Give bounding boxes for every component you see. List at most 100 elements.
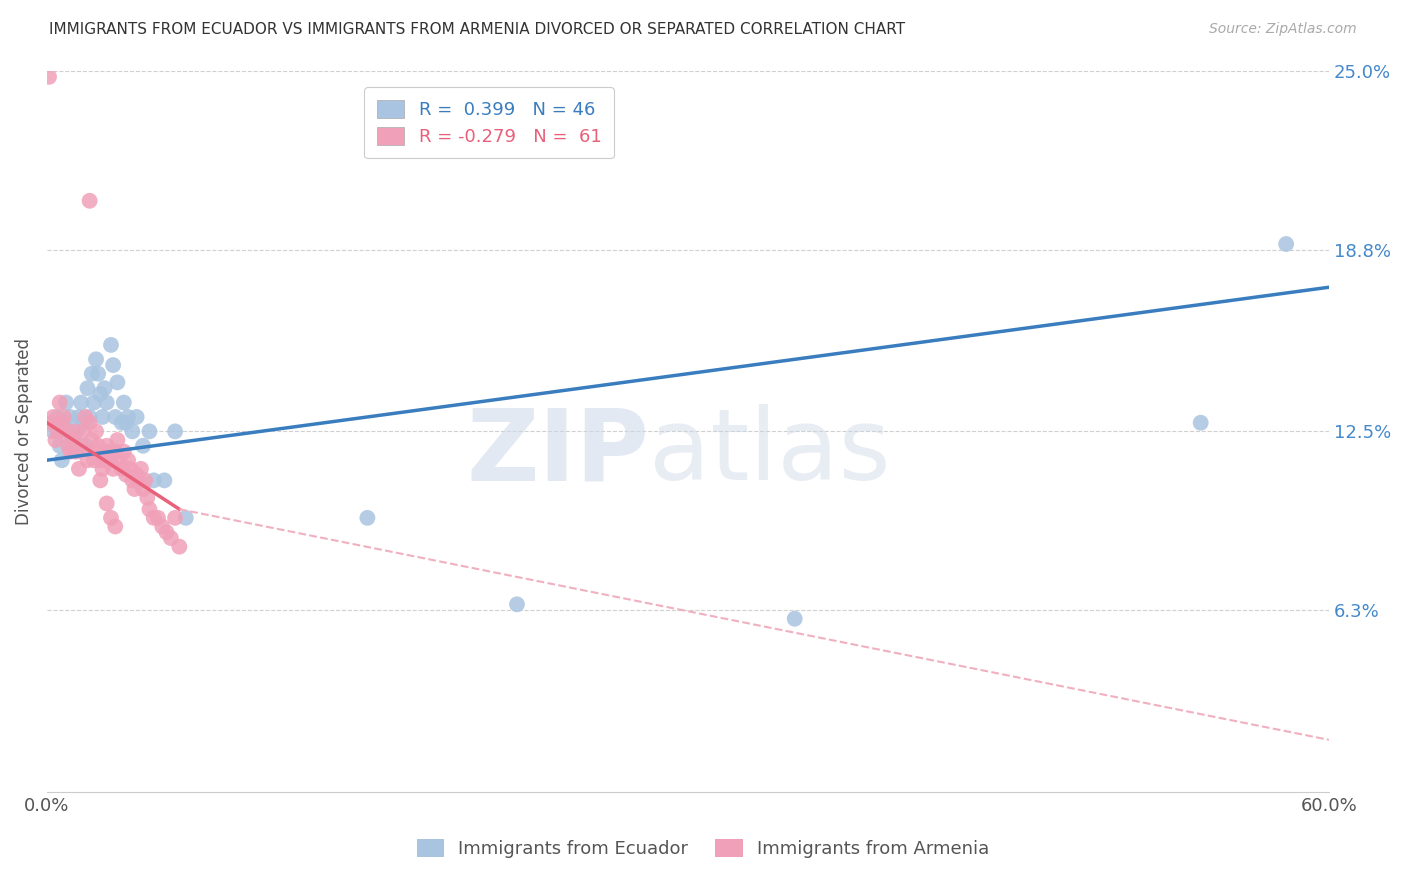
Point: [55, 425, 77, 439]
Point: [58, 439, 80, 453]
Point: [87, 367, 110, 381]
Point: [138, 425, 160, 439]
Point: [79, 409, 101, 424]
Point: [105, 376, 128, 390]
Point: [96, 439, 118, 453]
Point: [39, 416, 62, 430]
Point: [104, 409, 127, 424]
Point: [53, 416, 76, 430]
Point: [89, 387, 111, 401]
Point: [104, 519, 127, 533]
Point: [100, 338, 122, 352]
Point: [165, 425, 187, 439]
Point: [138, 502, 160, 516]
Point: [75, 439, 97, 453]
Point: [132, 439, 155, 453]
Point: [87, 439, 110, 453]
Point: [83, 444, 105, 458]
Point: [91, 409, 114, 424]
Point: [117, 453, 139, 467]
Point: [506, 598, 529, 612]
Point: [117, 409, 139, 424]
Point: [51, 453, 73, 467]
Point: [63, 444, 86, 458]
Point: [108, 453, 131, 467]
Point: [72, 425, 94, 439]
Point: [142, 511, 165, 525]
Point: [97, 444, 120, 458]
Point: [48, 395, 70, 409]
Legend: R =  0.399   N = 46, R = -0.279   N =  61: R = 0.399 N = 46, R = -0.279 N = 61: [364, 87, 614, 159]
Point: [48, 439, 70, 453]
Point: [75, 409, 97, 424]
Point: [76, 453, 98, 467]
Point: [1189, 416, 1212, 430]
Text: Source: ZipAtlas.com: Source: ZipAtlas.com: [1209, 22, 1357, 37]
Point: [1275, 237, 1298, 252]
Point: [112, 444, 135, 458]
Point: [80, 433, 103, 447]
Legend: Immigrants from Ecuador, Immigrants from Armenia: Immigrants from Ecuador, Immigrants from…: [408, 830, 998, 867]
Point: [96, 496, 118, 510]
Point: [100, 511, 122, 525]
Point: [84, 352, 107, 367]
Point: [356, 511, 378, 525]
Point: [115, 416, 138, 430]
Point: [132, 482, 155, 496]
Point: [169, 540, 191, 554]
Point: [44, 433, 66, 447]
Point: [84, 425, 107, 439]
Point: [115, 467, 138, 482]
Point: [111, 416, 134, 430]
Point: [46, 425, 69, 439]
Point: [129, 462, 152, 476]
Point: [91, 462, 114, 476]
Point: [66, 444, 89, 458]
Point: [53, 409, 76, 424]
Point: [96, 395, 118, 409]
Point: [83, 395, 105, 409]
Point: [70, 439, 93, 453]
Point: [112, 395, 135, 409]
Point: [62, 433, 84, 447]
Point: [783, 612, 806, 626]
Point: [83, 453, 105, 467]
Point: [42, 425, 65, 439]
Point: [38, 70, 60, 84]
Point: [165, 511, 187, 525]
Point: [63, 425, 86, 439]
Point: [136, 491, 159, 505]
Text: IMMIGRANTS FROM ECUADOR VS IMMIGRANTS FROM ARMENIA DIVORCED OR SEPARATED CORRELA: IMMIGRANTS FROM ECUADOR VS IMMIGRANTS FR…: [49, 22, 905, 37]
Point: [72, 416, 94, 430]
Point: [125, 409, 148, 424]
Point: [146, 511, 169, 525]
Point: [51, 416, 73, 430]
Point: [121, 474, 143, 488]
Text: ZIP: ZIP: [467, 404, 650, 501]
Point: [101, 358, 124, 372]
Point: [111, 462, 134, 476]
Y-axis label: Divorced or Separated: Divorced or Separated: [15, 338, 32, 524]
Point: [93, 381, 115, 395]
Point: [174, 511, 197, 525]
Point: [155, 525, 177, 540]
Point: [121, 425, 143, 439]
Point: [67, 409, 90, 424]
Point: [46, 409, 69, 424]
Point: [79, 416, 101, 430]
Point: [159, 531, 181, 545]
Point: [124, 482, 146, 496]
Point: [142, 474, 165, 488]
Point: [80, 367, 103, 381]
Point: [100, 453, 122, 467]
Point: [89, 474, 111, 488]
Point: [120, 462, 142, 476]
Point: [59, 444, 82, 458]
Point: [105, 433, 128, 447]
Point: [42, 409, 65, 424]
Point: [76, 381, 98, 395]
Point: [150, 519, 173, 533]
Point: [134, 474, 156, 488]
Point: [55, 395, 77, 409]
Point: [104, 444, 127, 458]
